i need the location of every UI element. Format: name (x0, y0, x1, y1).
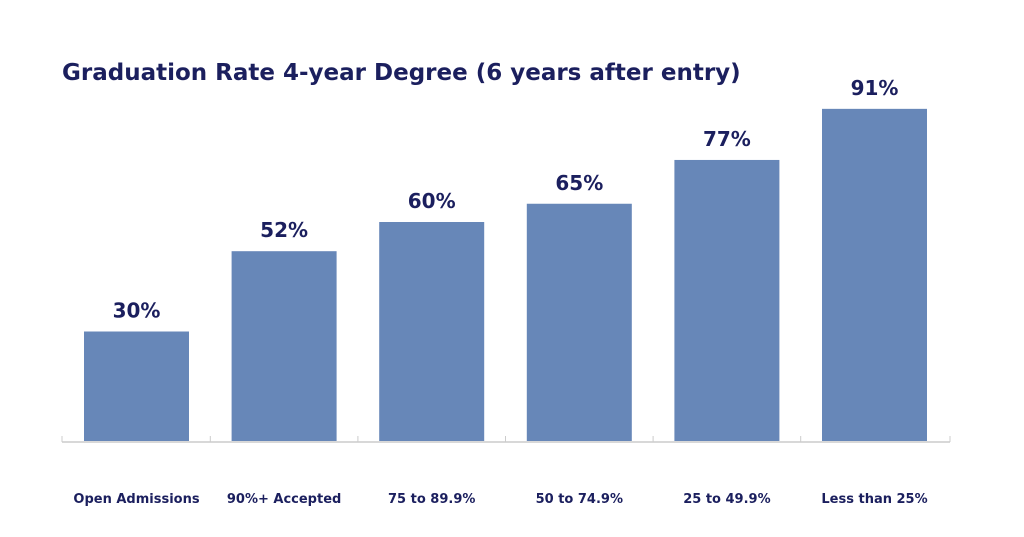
bar (674, 159, 780, 441)
data-label: 30% (113, 299, 161, 323)
bar (231, 251, 337, 441)
data-label: 60% (408, 189, 456, 213)
category-label: 75 to 89.9% (388, 492, 475, 507)
category-label: 90%+ Accepted (227, 492, 341, 507)
category-label: Open Admissions (73, 492, 199, 507)
category-label: 50 to 74.9% (536, 492, 623, 507)
bar (526, 203, 632, 441)
data-label: 52% (260, 218, 308, 242)
category-label: 25 to 49.9% (683, 492, 770, 507)
data-label: 77% (703, 127, 751, 151)
category-label: Less than 25% (821, 492, 927, 507)
bar (84, 331, 189, 441)
data-label: 65% (555, 171, 603, 195)
bar (379, 222, 485, 441)
data-label: 91% (851, 76, 899, 100)
chart-title: Graduation Rate 4-year Degree (6 years a… (62, 60, 741, 86)
bar (822, 108, 927, 441)
